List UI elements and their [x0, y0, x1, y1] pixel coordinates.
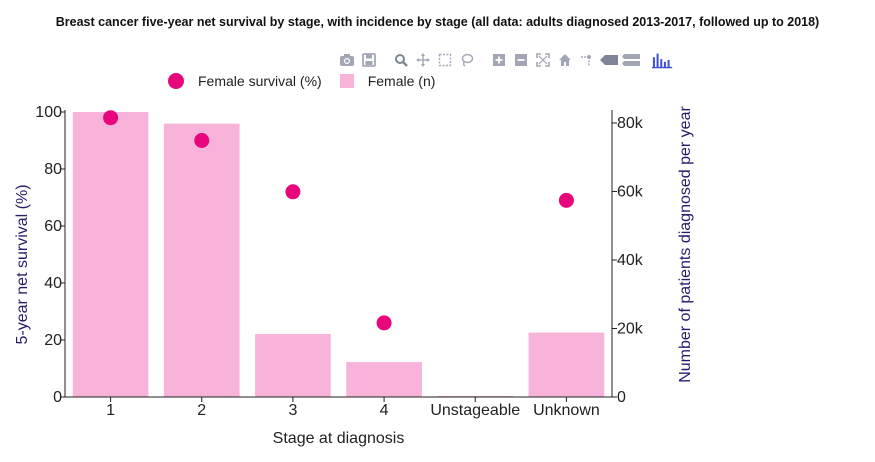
pan-icon[interactable] — [412, 50, 434, 70]
lasso-icon[interactable] — [456, 50, 478, 70]
hover-compare-icon[interactable] — [620, 50, 642, 70]
legend-label-bars: Female (n) — [367, 73, 436, 89]
legend: Female survival (%) Female (n) — [168, 70, 453, 92]
x-tick-label: Unknown — [533, 402, 600, 419]
bar-3 — [255, 333, 331, 397]
legend-label-survival: Female survival (%) — [198, 73, 322, 89]
chart-title: Breast cancer five-year net survival by … — [55, 15, 820, 29]
bar-1 — [72, 112, 149, 397]
y-tick-label: 20 — [44, 332, 62, 349]
y-axis-title: 5-year net survival (%) — [14, 184, 31, 344]
survival-point-unknown — [558, 192, 574, 208]
bar-2 — [163, 123, 240, 397]
y2-axis-title: Number of patients diagnosed per year — [677, 106, 694, 383]
bar-unstageable — [437, 395, 514, 397]
zoom-in-icon[interactable] — [488, 50, 510, 70]
y-tick-label: 100 — [35, 104, 62, 121]
zoom-out-icon[interactable] — [510, 50, 532, 70]
legend-bar-icon — [339, 74, 354, 88]
bar-4 — [346, 362, 422, 397]
survival-point-1 — [103, 110, 119, 126]
y2-tick-label: 20k — [617, 320, 644, 337]
y-tick-label: 80 — [44, 161, 62, 178]
y-tick-label: 0 — [53, 389, 62, 406]
x-tick-label: 4 — [380, 402, 389, 419]
modebar — [336, 50, 674, 70]
spike-lines-icon[interactable] — [576, 50, 598, 70]
y2-tick-label: 60k — [617, 183, 644, 200]
legend-item-bars[interactable]: Female (n) — [339, 73, 436, 89]
camera-icon[interactable] — [336, 50, 358, 70]
x-axis-title: Stage at diagnosis — [273, 430, 405, 447]
survival-point-4 — [376, 315, 392, 331]
home-icon[interactable] — [554, 50, 576, 70]
y-tick-label: 40 — [44, 275, 62, 292]
y2-tick-label: 40k — [617, 252, 644, 269]
survival-point-2 — [194, 133, 210, 148]
plotly-logo-icon[interactable] — [652, 50, 674, 70]
box-select-icon[interactable] — [434, 50, 456, 70]
survival-point-3 — [285, 184, 301, 200]
y2-tick-label: 80k — [617, 115, 644, 132]
x-tick-label: Unstageable — [430, 402, 520, 419]
y2-tick-label: 0 — [617, 389, 626, 406]
zoom-icon[interactable] — [390, 50, 412, 70]
legend-item-survival[interactable]: Female survival (%) — [168, 73, 322, 89]
x-tick-label: 3 — [288, 402, 297, 419]
legend-marker-icon — [168, 73, 184, 89]
autoscale-icon[interactable] — [532, 50, 554, 70]
bar-unknown — [528, 332, 605, 397]
y-tick-label: 60 — [44, 218, 62, 235]
save-icon[interactable] — [358, 50, 380, 70]
x-tick-label: 1 — [106, 402, 115, 419]
hover-closest-icon[interactable] — [598, 50, 620, 70]
x-tick-label: 2 — [197, 402, 206, 419]
